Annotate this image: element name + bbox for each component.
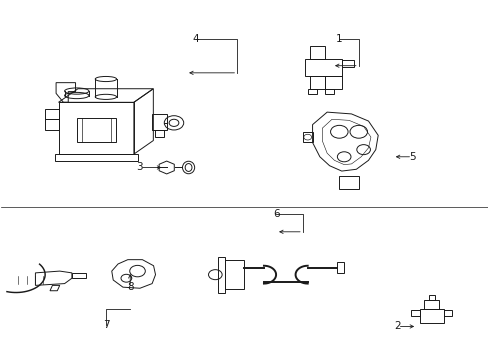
Text: 7: 7 <box>102 320 109 330</box>
Text: 8: 8 <box>127 282 133 292</box>
Text: 6: 6 <box>272 209 279 219</box>
Text: 2: 2 <box>393 321 400 332</box>
Text: 5: 5 <box>408 152 415 162</box>
Text: 1: 1 <box>335 34 342 44</box>
Text: 4: 4 <box>192 34 199 44</box>
Text: 3: 3 <box>136 162 143 172</box>
